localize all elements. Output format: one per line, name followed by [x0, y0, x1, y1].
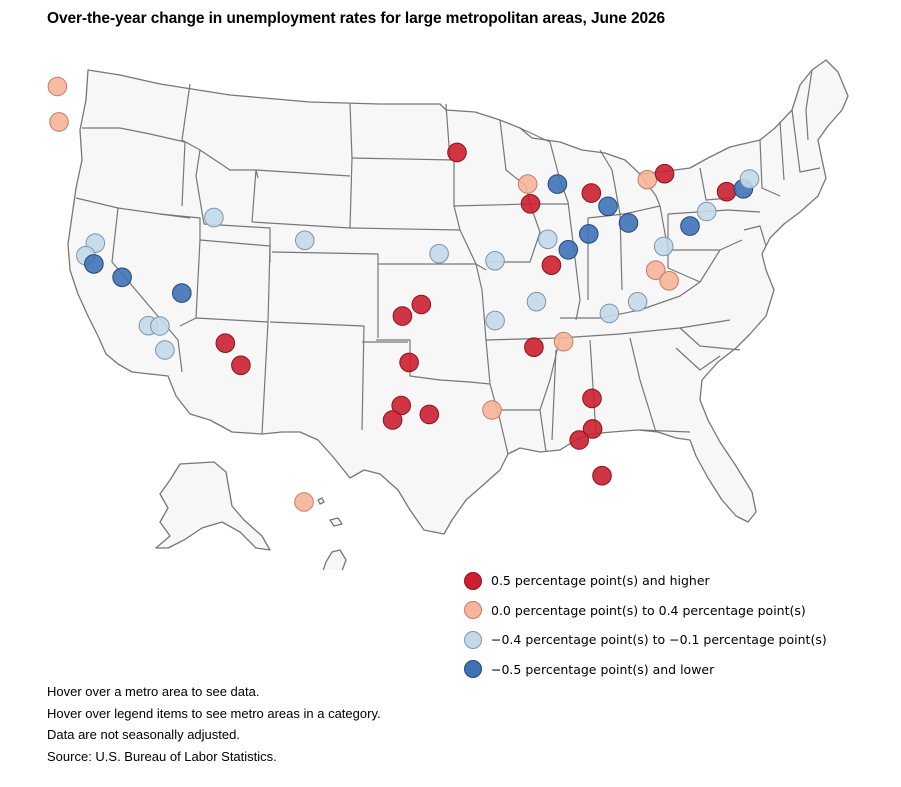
metro-marker-high-34[interactable] — [581, 183, 602, 203]
note-hover-legend: Hover over legend items to see metro are… — [47, 705, 381, 721]
metro-marker-mid-low-30[interactable] — [538, 229, 558, 250]
metro-marker-mid-high-1[interactable] — [49, 112, 69, 132]
metro-marker-high-39[interactable] — [654, 163, 675, 184]
metro-marker-mid-low-7[interactable] — [150, 316, 170, 336]
metro-marker-high-14[interactable] — [447, 142, 467, 163]
metro-marker-high-52[interactable] — [569, 430, 590, 450]
legend-item-low[interactable]: −0.5 percentage point(s) and lower — [464, 655, 827, 685]
metro-marker-mid-low-10[interactable] — [204, 207, 224, 228]
metro-marker-high-26[interactable] — [524, 337, 544, 358]
metro-marker-mid-low-13[interactable] — [295, 230, 315, 251]
metro-marker-mid-high-28[interactable] — [517, 174, 538, 194]
metro-marker-high-53[interactable] — [592, 465, 612, 486]
hawaii-outline — [317, 497, 347, 570]
metro-marker-high-12[interactable] — [231, 355, 251, 376]
metro-marker-high-51[interactable] — [582, 419, 603, 439]
metro-marker-low-37[interactable] — [618, 213, 639, 233]
metro-marker-mid-low-49[interactable] — [599, 303, 620, 324]
legend-label-low: −0.5 percentage point(s) and lower — [491, 661, 715, 677]
metro-marker-high-17[interactable] — [399, 352, 419, 373]
metro-marker-mid-low-48[interactable] — [627, 292, 648, 312]
legend-swatch-mid-high-icon — [464, 601, 482, 620]
metro-marker-mid-low-8[interactable] — [155, 340, 175, 360]
metro-marker-mid-high-23[interactable] — [482, 400, 502, 420]
metro-marker-mid-low-40[interactable] — [653, 236, 674, 257]
metro-marker-high-32[interactable] — [541, 255, 562, 276]
metro-marker-high-20[interactable] — [382, 410, 403, 430]
metro-marker-high-16[interactable] — [411, 294, 432, 315]
note-hover-metro: Hover over a metro area to see data. — [47, 684, 260, 699]
metro-marker-low-33[interactable] — [547, 174, 568, 194]
metro-marker-high-50[interactable] — [582, 388, 602, 409]
metro-marker-mid-low-24[interactable] — [485, 310, 505, 331]
legend-label-high: 0.5 percentage point(s) and higher — [491, 573, 710, 589]
legend-label-mid-high: 0.0 percentage point(s) to 0.4 percentag… — [491, 602, 806, 618]
metro-marker-high-15[interactable] — [392, 306, 413, 326]
metro-marker-mid-low-25[interactable] — [526, 291, 547, 312]
legend-item-high[interactable]: 0.5 percentage point(s) and higher — [464, 566, 827, 596]
metro-marker-mid-high-0[interactable] — [47, 76, 68, 97]
metro-marker-low-43[interactable] — [680, 216, 700, 236]
state-boundaries — [67, 59, 849, 570]
legend: 0.5 percentage point(s) and higher 0.0 p… — [464, 566, 827, 684]
metro-marker-high-45[interactable] — [716, 181, 737, 202]
metro-marker-mid-high-38[interactable] — [637, 169, 658, 190]
metro-marker-low-35[interactable] — [598, 196, 618, 217]
metro-markers[interactable] — [47, 76, 760, 512]
metro-marker-mid-low-22[interactable] — [485, 250, 505, 271]
note-source: Source: U.S. Bureau of Labor Statistics. — [47, 748, 277, 764]
legend-swatch-low-icon — [464, 660, 482, 679]
metro-marker-low-9[interactable] — [172, 283, 192, 303]
notes: Hover over a metro area to see data. Hov… — [47, 681, 381, 767]
metro-marker-high-18[interactable] — [419, 404, 440, 425]
metro-marker-mid-low-47[interactable] — [739, 169, 760, 189]
metro-marker-low-4[interactable] — [84, 254, 104, 274]
metro-marker-high-19[interactable] — [391, 395, 412, 416]
metro-marker-mid-high-42[interactable] — [659, 271, 679, 291]
metro-marker-high-11[interactable] — [215, 333, 236, 354]
metro-marker-mid-high-41[interactable] — [645, 260, 666, 281]
legend-item-mid-low[interactable]: −0.4 percentage point(s) to −0.1 percent… — [464, 625, 827, 655]
legend-label-mid-low: −0.4 percentage point(s) to −0.1 percent… — [491, 632, 827, 648]
us-map — [47, 59, 849, 570]
note-seasonal: Data are not seasonally adjusted. — [47, 727, 240, 742]
legend-item-mid-high[interactable]: 0.0 percentage point(s) to 0.4 percentag… — [464, 596, 827, 626]
metro-marker-high-29[interactable] — [520, 194, 541, 214]
metro-marker-mid-high-27[interactable] — [553, 331, 574, 352]
alaska-outline — [155, 461, 271, 551]
metro-marker-mid-low-44[interactable] — [696, 201, 717, 222]
legend-swatch-mid-low-icon — [464, 630, 482, 649]
page-title: Over-the-year change in unemployment rat… — [47, 10, 666, 27]
metro-marker-low-31[interactable] — [558, 240, 579, 260]
metro-marker-mid-high-54[interactable] — [294, 492, 314, 512]
metro-marker-mid-low-21[interactable] — [429, 243, 449, 264]
legend-swatch-high-icon — [464, 571, 482, 590]
metro-marker-low-36[interactable] — [579, 224, 599, 244]
metro-marker-low-5[interactable] — [112, 267, 132, 288]
